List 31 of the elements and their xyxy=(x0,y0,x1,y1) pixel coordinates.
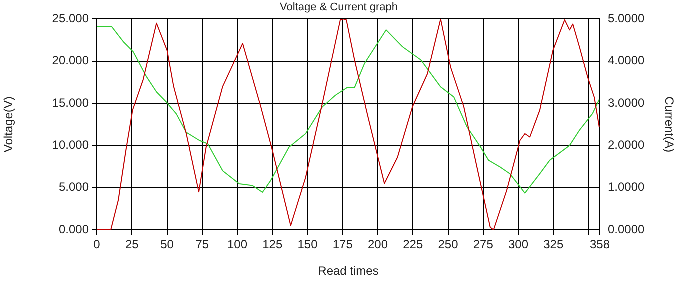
y2-tick-label: 4.0000 xyxy=(608,54,646,68)
x-tick-label: 0 xyxy=(94,238,101,252)
x-tick-label: 275 xyxy=(473,238,494,252)
x-tick-label: 100 xyxy=(227,238,248,252)
y2-tick-label: 0.0000 xyxy=(608,222,646,236)
y2-tick-label: 5.0000 xyxy=(608,12,646,26)
x-tick-label: 325 xyxy=(544,238,564,252)
x-tick-label: 150 xyxy=(298,238,318,252)
x-tick-label: 25 xyxy=(125,238,140,252)
x-axis-title: Read times xyxy=(318,264,379,278)
x-tick-label: 225 xyxy=(403,238,424,252)
y-tick-label: 15.000 xyxy=(52,96,90,110)
x-tick-label: 200 xyxy=(368,238,388,252)
y-axis-title: Voltage(V) xyxy=(2,96,16,153)
y-tick-label: 20.000 xyxy=(52,54,90,68)
x-tick-label: 175 xyxy=(332,238,354,252)
x-tick-label: 125 xyxy=(262,238,283,252)
y2-tick-label: 2.0000 xyxy=(608,138,646,152)
y2-axis-title: Current(A) xyxy=(662,96,676,153)
y2-tick-label: 1.0000 xyxy=(608,180,646,194)
x-tick-label: 300 xyxy=(508,238,529,252)
y-tick-label: 25.000 xyxy=(52,12,90,26)
y-tick-label: 10.000 xyxy=(52,138,90,152)
x-tick-label: 250 xyxy=(438,238,459,252)
y-tick-label: 5.000 xyxy=(58,180,90,194)
y-tick-label: 0.000 xyxy=(58,222,90,236)
x-tick-label: 50 xyxy=(160,238,174,252)
x-tick-label: 358 xyxy=(590,238,610,252)
y2-tick-label: 3.0000 xyxy=(608,96,646,110)
x-tick-label: 75 xyxy=(196,238,210,252)
chart-title: Voltage & Current graph xyxy=(280,2,398,14)
